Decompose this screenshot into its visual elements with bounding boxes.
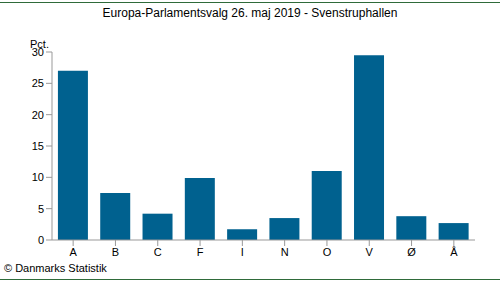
svg-text:N: N — [281, 246, 289, 258]
svg-text:30: 30 — [32, 46, 44, 58]
svg-text:25: 25 — [32, 77, 44, 89]
svg-text:Ø: Ø — [407, 246, 416, 258]
svg-text:V: V — [366, 246, 374, 258]
svg-text:5: 5 — [38, 203, 44, 215]
svg-text:Å: Å — [450, 246, 458, 258]
svg-text:F: F — [197, 246, 204, 258]
svg-text:C: C — [154, 246, 162, 258]
svg-text:O: O — [323, 246, 332, 258]
svg-text:A: A — [69, 246, 77, 258]
svg-text:10: 10 — [32, 171, 44, 183]
svg-text:I: I — [241, 246, 244, 258]
svg-text:15: 15 — [32, 140, 44, 152]
svg-text:B: B — [112, 246, 119, 258]
svg-text:20: 20 — [32, 109, 44, 121]
svg-text:0: 0 — [38, 234, 44, 246]
